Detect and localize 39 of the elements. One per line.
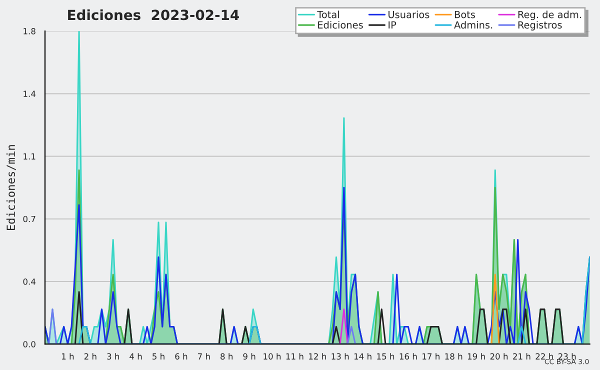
- y-axis-title: Ediciones/min: [6, 145, 16, 230]
- x-tick-label: 9 h: [243, 353, 256, 360]
- x-tick-label: 6 h: [175, 353, 188, 360]
- x-tick-label: 22 h: [536, 353, 553, 360]
- x-tick-label: 7 h: [198, 353, 210, 360]
- x-tick-label: 15 h: [377, 353, 394, 360]
- x-tick-label: 5 h: [152, 353, 164, 360]
- y-tick-label: 1.1: [24, 153, 36, 160]
- x-tick-label: 8 h: [220, 353, 233, 360]
- x-tick-label: 10 h: [264, 353, 281, 360]
- x-tick-label: 2 h: [84, 353, 96, 360]
- legend-label: IP: [388, 21, 396, 28]
- legend-label: Registros: [518, 21, 562, 30]
- x-tick-label: 18 h: [445, 353, 462, 360]
- x-tick-label: 13 h: [332, 353, 349, 360]
- legend-label: Ediciones: [318, 21, 363, 29]
- legend-label: Admins.: [454, 21, 492, 29]
- x-tick-label: 1 h: [62, 353, 74, 360]
- x-tick-label: 21 h: [513, 353, 530, 360]
- x-tick-label: 14 h: [354, 353, 372, 360]
- x-tick-label: 3 h: [107, 353, 120, 360]
- legend-label: Bots: [454, 10, 476, 18]
- x-tick-label: 17 h: [422, 353, 440, 360]
- x-tick-label: 20 h: [490, 353, 508, 360]
- y-tick-label: 0.4: [23, 278, 36, 285]
- x-tick-label: 19 h: [468, 353, 485, 360]
- legend-label: Usuarios: [388, 10, 430, 18]
- x-tick-label: 23 h: [558, 353, 576, 360]
- x-tick-label: 12 h: [309, 353, 326, 360]
- y-tick-label: 1.8: [24, 28, 36, 34]
- x-tick-label: 16 h: [400, 353, 417, 360]
- y-tick-label: 1.4: [24, 90, 36, 97]
- legend-label: Reg. de adm.: [518, 10, 581, 20]
- x-tick-label: 11 h: [286, 353, 304, 360]
- x-tick-label: 4 h: [130, 353, 142, 360]
- y-tick-label: 0.7: [23, 216, 36, 222]
- legend-label: Total: [317, 10, 339, 18]
- y-tick-label: 0.0: [23, 341, 36, 348]
- chart-title: Ediciones 2023-02-14: [68, 9, 239, 20]
